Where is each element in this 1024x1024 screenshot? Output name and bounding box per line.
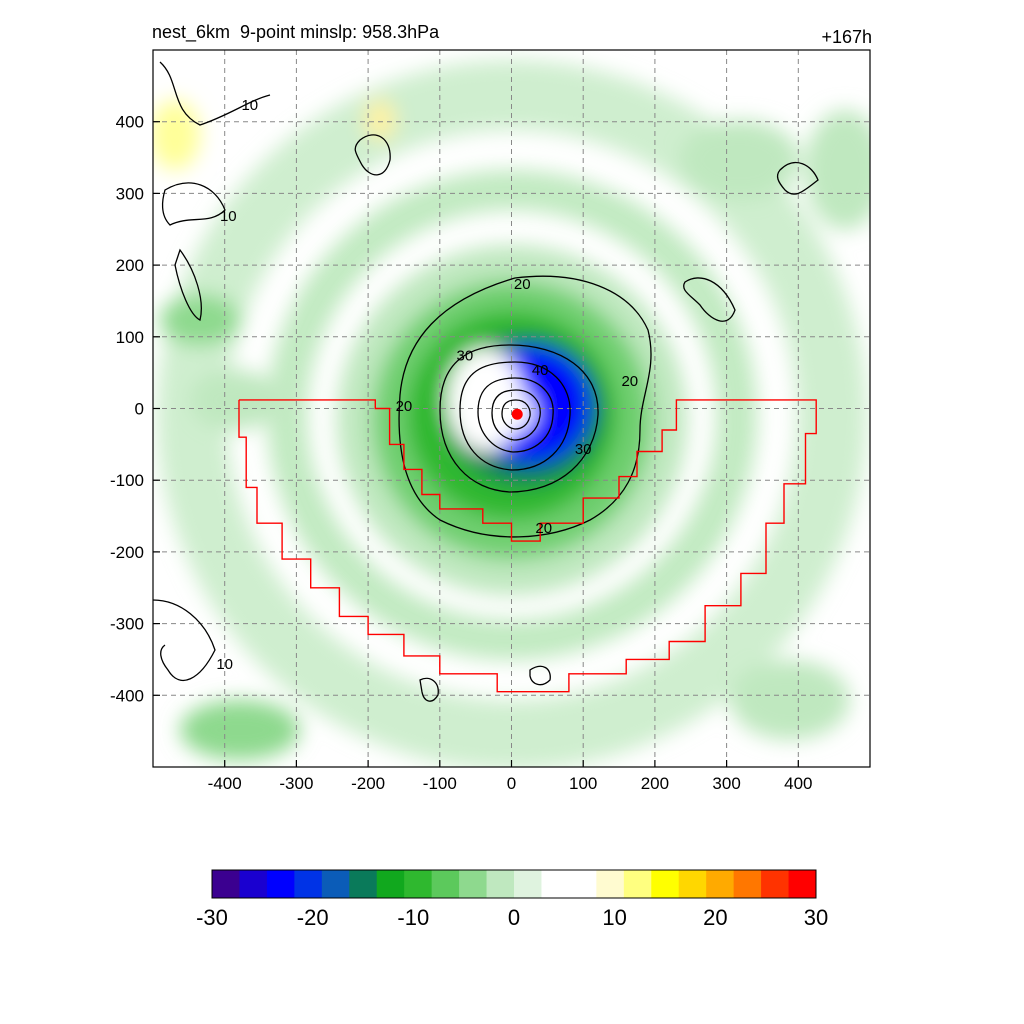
x-tick-label: -400 [208,774,242,793]
contour-40 [459,361,571,471]
contour-label: 10 [216,656,233,673]
grid-lines [153,50,870,767]
outline-path [238,399,817,693]
contour-10 [159,61,271,126]
x-tick-label: -300 [279,774,313,793]
colorbar-tick-label: -20 [297,905,329,930]
contour-labels: 10 10 10 20 20 20 20 30 30 40 [216,97,638,673]
contour-label: 20 [621,373,638,390]
time-label: +167h [821,27,872,47]
contour-10 [529,665,551,686]
contour-label: 10 [220,208,237,225]
contour-label: 10 [241,97,258,114]
region-outline [238,399,817,693]
y-tick-label: -100 [110,471,144,490]
chart-title: nest_6km 9-point minslp: 958.3hPa [152,22,440,42]
colorbar-swatch [706,870,735,898]
colorbar-swatch [349,870,378,898]
contour-10 [161,182,226,226]
contour-10 [419,677,439,702]
colorbar-swatch [321,870,350,898]
y-tick-label: 0 [135,400,144,419]
colorbar-swatch [294,870,323,898]
colorbar-swatch [459,870,488,898]
x-tick-label: 0 [507,774,516,793]
colorbar-swatch [651,870,680,898]
y-tick-label: 400 [116,113,144,132]
contour-10 [153,599,216,682]
colorbar-swatch [733,870,762,898]
colorbar-swatch [541,870,570,898]
colorbar-tick-label: -30 [196,905,228,930]
colorbar-tick-label: 20 [703,905,727,930]
colorbar-frame [211,869,817,899]
contour-inner [501,399,531,430]
y-tick-label: 100 [116,328,144,347]
colorbar-swatch [376,870,405,898]
contour-10 [354,134,391,176]
colorbar: -30 -20 -10 0 10 20 30 [196,869,828,930]
x-tick-label: 100 [569,774,597,793]
colorbar-swatch [431,870,460,898]
colorbar-swatch [404,870,433,898]
axis-ticks: -400 -300 -200 -100 0 100 200 300 40040030020010… [110,113,813,793]
contour-30 [439,344,599,493]
center-dot [511,408,523,420]
contour-label: 20 [396,398,413,415]
colorbar-swatch [623,870,652,898]
y-tick-label: 300 [116,184,144,203]
contour-label: 20 [535,520,552,537]
contour-10 [174,248,202,321]
y-tick-label: -200 [110,543,144,562]
colorbar-swatch [788,870,817,898]
colorbar-swatch [212,870,240,898]
colorbar-swatch [678,870,707,898]
contour-label: 40 [532,362,549,379]
y-tick-label: 200 [116,256,144,275]
y-tick-label: -400 [110,686,144,705]
colorbar-swatch [596,870,625,898]
y-tick-label: -300 [110,615,144,634]
contour-label: 30 [575,441,592,458]
contour-label: 30 [457,348,474,365]
colorbar-swatch [568,870,597,898]
contour-lines [153,61,819,702]
contour-inner [491,389,541,441]
contour-inner [477,377,554,453]
colorbar-swatch [486,870,515,898]
colorbar-swatch [239,870,268,898]
x-tick-label: 300 [712,774,740,793]
colorbar-swatch [514,870,542,898]
x-tick-label: -200 [351,774,385,793]
contour-10 [776,161,819,195]
storm-center-marker [511,408,523,420]
contour-label: 20 [514,276,531,293]
contour-20 [398,275,652,538]
colorbar-swatch [761,870,790,898]
colorbar-tick-label: 0 [508,905,520,930]
colorbar-swatch [266,870,295,898]
colorbar-tick-label: 10 [602,905,626,930]
x-tick-label: 200 [641,774,669,793]
colorbar-tick-label: -10 [397,905,429,930]
colorbar-tick-label: 30 [804,905,828,930]
x-tick-label: -100 [423,774,457,793]
x-tick-label: 400 [784,774,812,793]
contour-10 [683,277,736,322]
